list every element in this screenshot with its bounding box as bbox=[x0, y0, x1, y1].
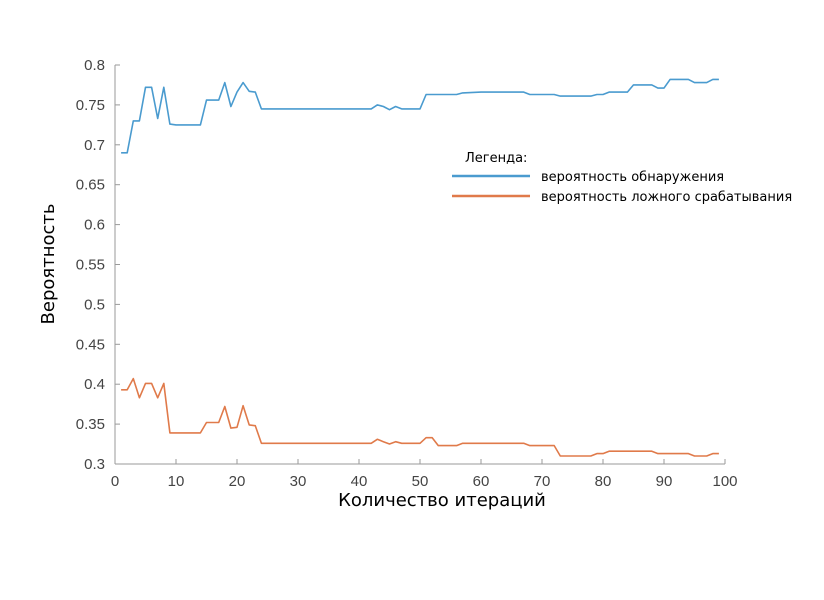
x-tick-label: 50 bbox=[412, 473, 429, 490]
x-ticks: 0 10 20 30 40 50 60 70 80 90 100 bbox=[111, 459, 738, 490]
x-tick-label: 20 bbox=[229, 473, 246, 490]
x-tick-label: 90 bbox=[656, 473, 673, 490]
y-tick-label: 0.75 bbox=[76, 97, 105, 114]
legend-label-0: вероятность обнаружения bbox=[541, 170, 724, 185]
y-tick-label: 0.35 bbox=[76, 416, 105, 433]
series-line-1 bbox=[121, 377, 719, 457]
legend-items: вероятность обнаружения вероятность ложно… bbox=[452, 170, 792, 205]
legend: Легенда: вероятность обнаружениявероятно… bbox=[452, 151, 792, 205]
y-ticks: 0.3 0.35 0.4 0.45 0.5 0.55 0.6 0.65 0.7 0.75 0.8 bbox=[76, 57, 120, 473]
y-tick-label: 0.3 bbox=[84, 456, 105, 473]
x-tick-label: 10 bbox=[168, 473, 185, 490]
x-tick-label: 0 bbox=[111, 473, 119, 490]
x-tick-label: 30 bbox=[290, 473, 307, 490]
x-tick-label: 80 bbox=[595, 473, 612, 490]
y-tick-label: 0.55 bbox=[76, 257, 105, 274]
y-tick-label: 0.5 bbox=[84, 296, 105, 313]
y-tick-label: 0.6 bbox=[84, 217, 105, 234]
x-tick-label: 100 bbox=[712, 473, 737, 490]
y-tick-label: 0.7 bbox=[84, 137, 105, 154]
y-tick-label: 0.65 bbox=[76, 177, 105, 194]
x-tick-label: 70 bbox=[534, 473, 551, 490]
x-axis-title: Количество итераций bbox=[338, 490, 546, 511]
legend-title: Легенда: bbox=[465, 151, 527, 166]
x-tick-label: 60 bbox=[473, 473, 490, 490]
y-tick-label: 0.8 bbox=[84, 57, 105, 74]
chart-axes bbox=[114, 65, 725, 465]
y-axis-title: Вероятность bbox=[38, 204, 59, 325]
series-line-0 bbox=[121, 78, 719, 154]
y-tick-label: 0.45 bbox=[76, 336, 105, 353]
y-tick-label: 0.4 bbox=[84, 376, 105, 393]
x-tick-label: 40 bbox=[351, 473, 368, 490]
legend-label-1: вероятность ложного срабатывания bbox=[541, 190, 792, 205]
series-layer bbox=[121, 78, 719, 457]
